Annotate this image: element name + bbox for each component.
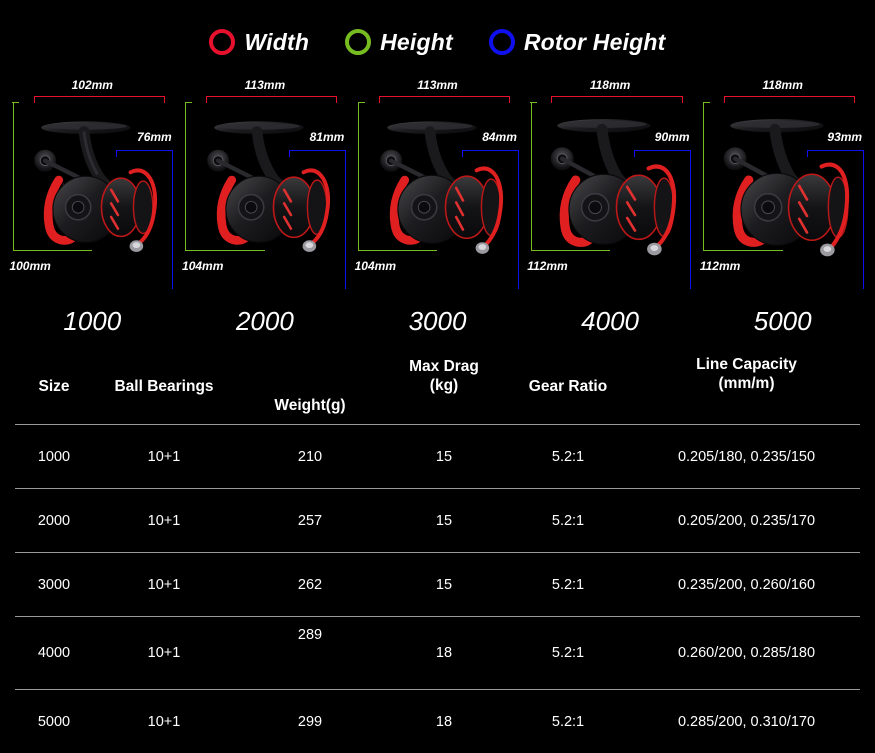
legend-item-height: Height xyxy=(345,29,453,56)
cell-gear-ratio: 5.2:1 xyxy=(503,690,633,753)
cell-gear-ratio: 5.2:1 xyxy=(503,553,633,617)
circle-outline-icon xyxy=(345,29,371,55)
cell-weight: 299 xyxy=(235,690,385,753)
column-header-line-capacity: Line Capacity (mm/m) xyxy=(633,349,860,425)
cell-max-drag: 15 xyxy=(385,489,503,553)
cell-weight: 210 xyxy=(235,425,385,489)
legend: Width Height Rotor Height xyxy=(0,0,875,78)
legend-item-rotor-height: Rotor Height xyxy=(489,29,666,56)
cell-bearings: 10+1 xyxy=(93,553,235,617)
cell-max-drag: 18 xyxy=(385,617,503,690)
reel-panel-5000: 118mm 112mm 93mm xyxy=(696,78,869,303)
cell-size: 4000 xyxy=(15,617,93,690)
cell-gear-ratio: 5.2:1 xyxy=(503,425,633,489)
table-row: 4000 10+1 289 18 5.2:1 0.260/200, 0.285/… xyxy=(15,617,860,690)
reel-panel-4000: 118mm 112mm 90mm xyxy=(524,78,697,303)
cell-size: 2000 xyxy=(15,489,93,553)
column-header-gear-ratio: Gear Ratio xyxy=(503,349,633,425)
cell-gear-ratio: 5.2:1 xyxy=(503,489,633,553)
reel-size-caption: 2000 xyxy=(179,303,352,345)
cell-gear-ratio: 5.2:1 xyxy=(503,617,633,690)
cell-max-drag: 15 xyxy=(385,553,503,617)
legend-label-rotor-height: Rotor Height xyxy=(524,29,666,56)
reel-size-caption: 3000 xyxy=(351,303,524,345)
column-header-ball-bearings: Ball Bearings xyxy=(93,349,235,425)
legend-item-width: Width xyxy=(209,29,309,56)
cell-bearings: 10+1 xyxy=(93,617,235,690)
width-measure-label: 118mm xyxy=(524,78,697,92)
reel-panel-2000: 113mm 104mm 81mm xyxy=(179,78,352,303)
column-header-max-drag-line2: (kg) xyxy=(430,377,458,394)
column-header-max-drag: Max Drag (kg) xyxy=(385,349,503,425)
cell-max-drag: 15 xyxy=(385,425,503,489)
width-measure-label: 113mm xyxy=(179,78,352,92)
column-header-size: Size xyxy=(15,349,93,425)
cell-line-capacity: 0.260/200, 0.285/180 xyxy=(633,617,860,690)
column-header-line-capacity-line2: (mm/m) xyxy=(719,375,775,392)
table-row: 5000 10+1 299 18 5.2:1 0.285/200, 0.310/… xyxy=(15,690,860,753)
cell-weight: 289 xyxy=(235,617,385,690)
legend-label-width: Width xyxy=(244,29,309,56)
column-header-max-drag-line1: Max Drag xyxy=(409,358,479,375)
reel-diagram-row: 102mm 100mm 76mm xyxy=(0,78,875,303)
cell-bearings: 10+1 xyxy=(93,425,235,489)
reel-panel-1000: 102mm 100mm 76mm xyxy=(6,78,179,303)
cell-size: 3000 xyxy=(15,553,93,617)
cell-line-capacity: 0.205/200, 0.235/170 xyxy=(633,489,860,553)
reel-size-caption-row: 1000 2000 3000 4000 5000 xyxy=(0,303,875,345)
circle-outline-icon xyxy=(209,29,235,55)
reel-size-caption: 1000 xyxy=(6,303,179,345)
spinning-reel-illustration xyxy=(16,98,171,268)
cell-line-capacity: 0.235/200, 0.260/160 xyxy=(633,553,860,617)
cell-bearings: 10+1 xyxy=(93,690,235,753)
table-row: 2000 10+1 257 15 5.2:1 0.205/200, 0.235/… xyxy=(15,489,860,553)
column-header-line-capacity-line1: Line Capacity xyxy=(696,356,797,373)
cell-bearings: 10+1 xyxy=(93,489,235,553)
cell-size: 5000 xyxy=(15,690,93,753)
legend-label-height: Height xyxy=(380,29,453,56)
width-measure-label: 102mm xyxy=(6,78,179,92)
reel-size-caption: 5000 xyxy=(696,303,869,345)
specification-table: Size Ball Bearings Weight(g) Max Drag (k… xyxy=(15,349,860,753)
reel-panel-3000: 113mm 104mm 84mm xyxy=(351,78,524,303)
table-row: 3000 10+1 262 15 5.2:1 0.235/200, 0.260/… xyxy=(15,553,860,617)
cell-line-capacity: 0.285/200, 0.310/170 xyxy=(633,690,860,753)
reel-size-caption: 4000 xyxy=(524,303,697,345)
circle-outline-icon xyxy=(489,29,515,55)
cell-max-drag: 18 xyxy=(385,690,503,753)
cell-weight: 257 xyxy=(235,489,385,553)
spinning-reel-illustration xyxy=(189,98,344,268)
width-measure-label: 118mm xyxy=(696,78,869,92)
width-measure-label: 113mm xyxy=(351,78,524,92)
column-header-weight: Weight(g) xyxy=(235,349,385,425)
table-row: 1000 10+1 210 15 5.2:1 0.205/180, 0.235/… xyxy=(15,425,860,489)
spinning-reel-illustration xyxy=(362,98,517,268)
cell-size: 1000 xyxy=(15,425,93,489)
spinning-reel-illustration xyxy=(534,98,689,268)
cell-weight: 262 xyxy=(235,553,385,617)
table-header-row: Size Ball Bearings Weight(g) Max Drag (k… xyxy=(15,349,860,425)
cell-line-capacity: 0.205/180, 0.235/150 xyxy=(633,425,860,489)
spinning-reel-illustration xyxy=(707,98,862,268)
